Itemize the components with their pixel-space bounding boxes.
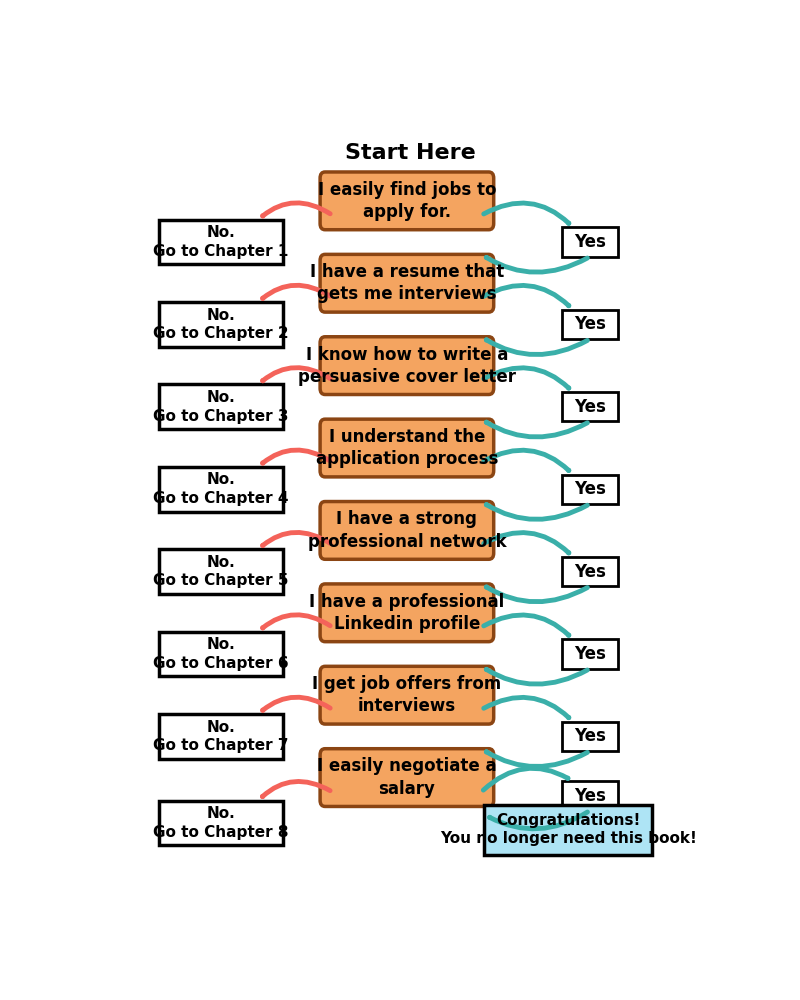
FancyBboxPatch shape xyxy=(320,254,494,312)
Text: I know how to write a
persuasive cover letter: I know how to write a persuasive cover l… xyxy=(298,346,516,386)
Bar xyxy=(159,632,283,676)
Text: No.
Go to Chapter 1: No. Go to Chapter 1 xyxy=(154,225,289,259)
FancyBboxPatch shape xyxy=(320,172,494,230)
FancyBboxPatch shape xyxy=(320,584,494,642)
Bar xyxy=(562,227,618,257)
Bar xyxy=(159,801,283,845)
Text: No.
Go to Chapter 8: No. Go to Chapter 8 xyxy=(153,806,289,840)
Text: Start Here: Start Here xyxy=(345,143,475,163)
Text: Yes: Yes xyxy=(574,787,606,805)
Text: Yes: Yes xyxy=(574,480,606,498)
Bar xyxy=(562,392,618,421)
Bar xyxy=(159,384,283,429)
Text: Yes: Yes xyxy=(574,398,606,416)
FancyBboxPatch shape xyxy=(320,666,494,724)
Text: Congratulations!
You no longer need this book!: Congratulations! You no longer need this… xyxy=(440,813,697,846)
Text: Yes: Yes xyxy=(574,315,606,333)
Bar xyxy=(562,475,618,504)
Text: I have a professional
Linkedin profile: I have a professional Linkedin profile xyxy=(310,593,505,633)
Text: I have a strong
professional network: I have a strong professional network xyxy=(307,510,506,551)
Text: No.
Go to Chapter 3: No. Go to Chapter 3 xyxy=(153,390,289,424)
Text: No.
Go to Chapter 2: No. Go to Chapter 2 xyxy=(153,308,289,341)
FancyBboxPatch shape xyxy=(320,749,494,806)
Bar xyxy=(562,310,618,339)
Text: Yes: Yes xyxy=(574,727,606,745)
Bar xyxy=(562,557,618,586)
Text: No.
Go to Chapter 5: No. Go to Chapter 5 xyxy=(153,555,289,588)
Bar xyxy=(159,302,283,347)
Text: I understand the
application process: I understand the application process xyxy=(316,428,498,468)
Bar xyxy=(159,467,283,512)
Text: Yes: Yes xyxy=(574,563,606,581)
Text: I easily find jobs to
apply for.: I easily find jobs to apply for. xyxy=(318,181,496,221)
Text: I get job offers from
interviews: I get job offers from interviews xyxy=(312,675,502,715)
Text: I have a resume that
gets me interviews: I have a resume that gets me interviews xyxy=(310,263,504,303)
Bar xyxy=(159,220,283,264)
Text: No.
Go to Chapter 7: No. Go to Chapter 7 xyxy=(153,720,289,753)
Bar xyxy=(485,805,652,855)
Text: I easily negotiate a
salary: I easily negotiate a salary xyxy=(317,757,497,798)
Text: No.
Go to Chapter 4: No. Go to Chapter 4 xyxy=(153,472,289,506)
FancyBboxPatch shape xyxy=(320,419,494,477)
Bar xyxy=(159,549,283,594)
Text: Yes: Yes xyxy=(574,645,606,663)
Bar xyxy=(159,714,283,759)
FancyBboxPatch shape xyxy=(320,337,494,395)
Text: No.
Go to Chapter 6: No. Go to Chapter 6 xyxy=(153,637,289,671)
Text: Yes: Yes xyxy=(574,233,606,251)
Bar xyxy=(562,639,618,669)
FancyBboxPatch shape xyxy=(320,502,494,559)
Bar xyxy=(562,781,618,811)
Bar xyxy=(562,722,618,751)
